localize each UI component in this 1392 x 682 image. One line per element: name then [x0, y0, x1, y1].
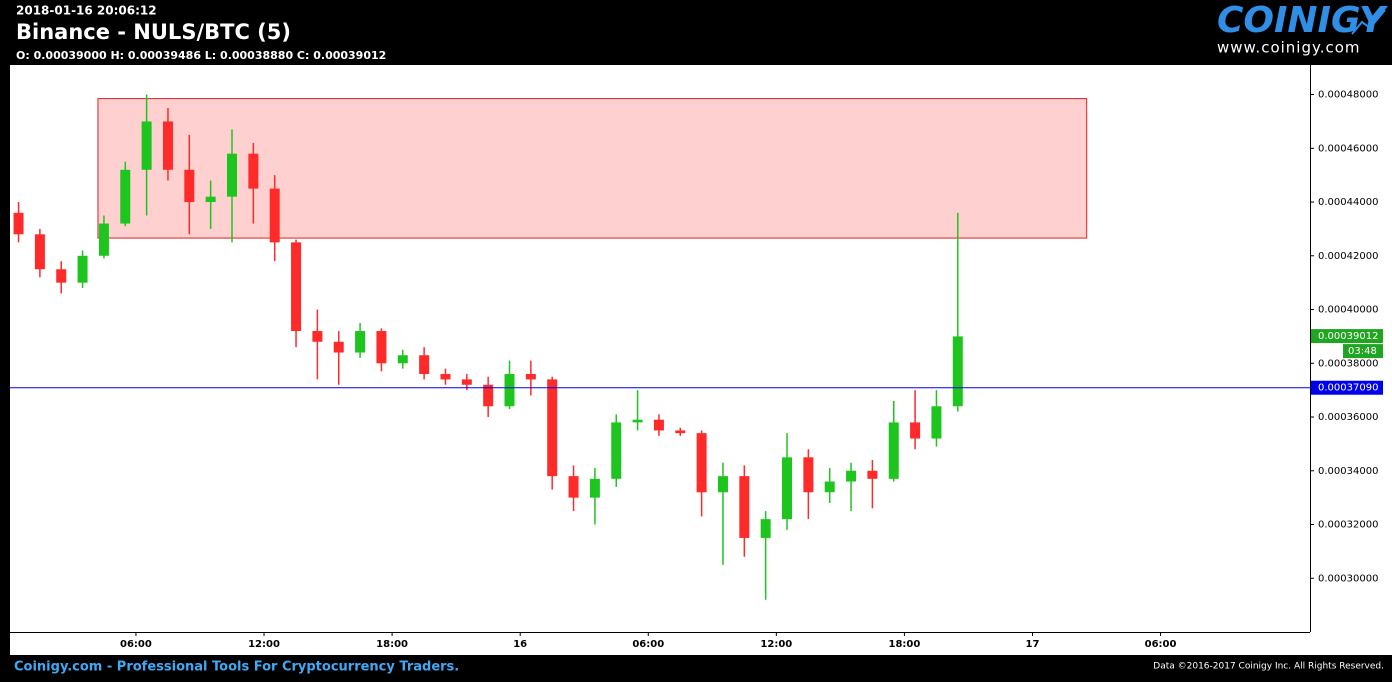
y-tick-label: 0.00034000 [1318, 466, 1378, 477]
candle-body [461, 379, 472, 385]
candle-body [141, 121, 152, 170]
candle-body [355, 331, 366, 353]
x-tick-label: 12:00 [760, 639, 792, 650]
logo-icon [1351, 9, 1386, 35]
candle-body [13, 212, 24, 235]
y-tick-label: 0.00044000 [1318, 197, 1378, 208]
timestamp: 2018-01-16 20:06:12 [16, 4, 157, 18]
candle-body [77, 255, 88, 283]
x-tick-label: 18:00 [888, 639, 920, 650]
timer-tag [1343, 344, 1383, 359]
footer-copyright: Data ©2016-2017 Coinigy Inc. All Rights … [1153, 662, 1384, 672]
candle-body [824, 481, 835, 493]
y-tick-label: 0.00042000 [1318, 251, 1378, 262]
x-tick-label: 06:00 [120, 639, 152, 650]
candle-body [910, 422, 921, 439]
candle-body [760, 519, 771, 538]
y-tick-label: 0.00048000 [1318, 90, 1378, 101]
candle-body [419, 355, 430, 375]
y-tick-label: 0.00030000 [1318, 573, 1378, 584]
candle-body [717, 476, 728, 493]
candle-body [34, 234, 45, 270]
candle-body [931, 406, 942, 439]
candle-body [739, 476, 750, 538]
candle-body [205, 196, 216, 203]
last-price-label: 0.00039012 [1318, 331, 1378, 342]
candle-body [376, 331, 387, 364]
footer-tagline: Coinigy.com - Professional Tools For Cry… [14, 660, 459, 675]
candle-body [696, 433, 707, 493]
resistance-zone [97, 98, 1088, 239]
candle-body [312, 331, 323, 342]
candle-body [98, 223, 109, 256]
x-tick-label: 06:00 [1145, 639, 1177, 650]
candle-body [675, 430, 686, 434]
x-tick-label: 18:00 [376, 639, 408, 650]
x-tick-label: 17 [1026, 639, 1040, 650]
candle-body [568, 476, 579, 498]
candle-body [525, 374, 536, 380]
ohlc-readout: O: 0.00039000 H: 0.00039486 L: 0.0003888… [16, 49, 386, 62]
timer-label: 03:48 [1348, 346, 1377, 357]
candle-body [653, 419, 664, 431]
candle-body [440, 374, 451, 380]
candle-body [888, 422, 899, 479]
y-tick-label: 0.00036000 [1318, 412, 1378, 423]
candle-body [291, 242, 302, 332]
candle-body [803, 457, 814, 493]
candle-body [504, 374, 515, 407]
candle-body [483, 384, 494, 407]
candle-body [227, 153, 238, 197]
y-tick-label: 0.00046000 [1318, 143, 1378, 154]
chart-title: Binance - NULS/BTC (5) [16, 20, 291, 44]
last-price-tag [1311, 329, 1383, 344]
x-tick-label: 16 [513, 639, 527, 650]
candle-body [782, 457, 793, 520]
x-tick-label: 12:00 [248, 639, 280, 650]
candle-body [162, 121, 173, 170]
y-tick-label: 0.00038000 [1318, 358, 1378, 369]
candle-body [846, 470, 857, 482]
candle-body [397, 355, 408, 364]
candle-body [547, 379, 558, 477]
candle-body [333, 341, 344, 353]
logo-url: www.coinigy.com [1217, 39, 1361, 57]
price-line-tag [1311, 380, 1383, 395]
candle-body [589, 478, 600, 498]
candle-body [952, 336, 963, 407]
candle-body [184, 169, 195, 203]
price-line-label: 0.00037090 [1318, 383, 1378, 394]
x-tick-label: 06:00 [632, 639, 664, 650]
y-tick-label: 0.00040000 [1318, 305, 1378, 316]
logo: COINIGY [1217, 0, 1389, 41]
y-tick-label: 0.00032000 [1318, 520, 1378, 531]
candle-body [120, 169, 131, 224]
candle-body [632, 419, 643, 423]
candle-body [269, 188, 280, 243]
candle-body [611, 422, 622, 479]
candle-body [867, 470, 878, 479]
candle-body [56, 269, 67, 283]
candle-body [248, 153, 259, 189]
